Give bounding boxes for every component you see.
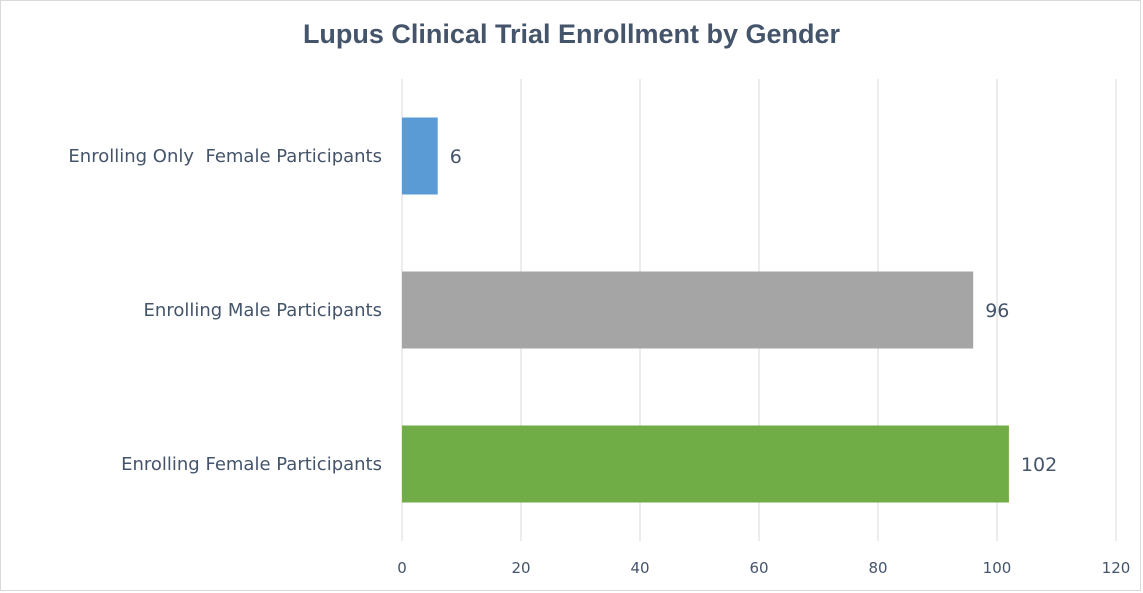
category-labels: Enrolling Only Female Participants Enroll… (68, 146, 382, 475)
chart-title: Lupus Clinical Trial Enrollment by Gende… (302, 19, 841, 49)
category-label: Enrolling Female Participants (121, 454, 382, 475)
tick-label: 80 (868, 559, 887, 577)
tick-label: 100 (983, 559, 1012, 577)
category-label: Enrolling Male Participants (144, 300, 382, 321)
tick-label: 60 (749, 559, 768, 577)
tick-labels: 0 20 40 60 80 100 120 (397, 559, 1130, 577)
bar (402, 117, 438, 195)
data-label: 102 (1021, 454, 1057, 476)
category-label: Enrolling Only Female Participants (68, 146, 382, 167)
bar (402, 425, 1009, 503)
tick-label: 20 (511, 559, 530, 577)
tick-label: 120 (1102, 559, 1131, 577)
data-label: 6 (450, 146, 462, 168)
data-labels: 6 96 102 (450, 146, 1057, 476)
bar (402, 271, 974, 349)
tick-label: 0 (397, 559, 407, 577)
data-label: 96 (985, 300, 1009, 322)
tick-label: 40 (630, 559, 649, 577)
bars (402, 117, 1009, 503)
